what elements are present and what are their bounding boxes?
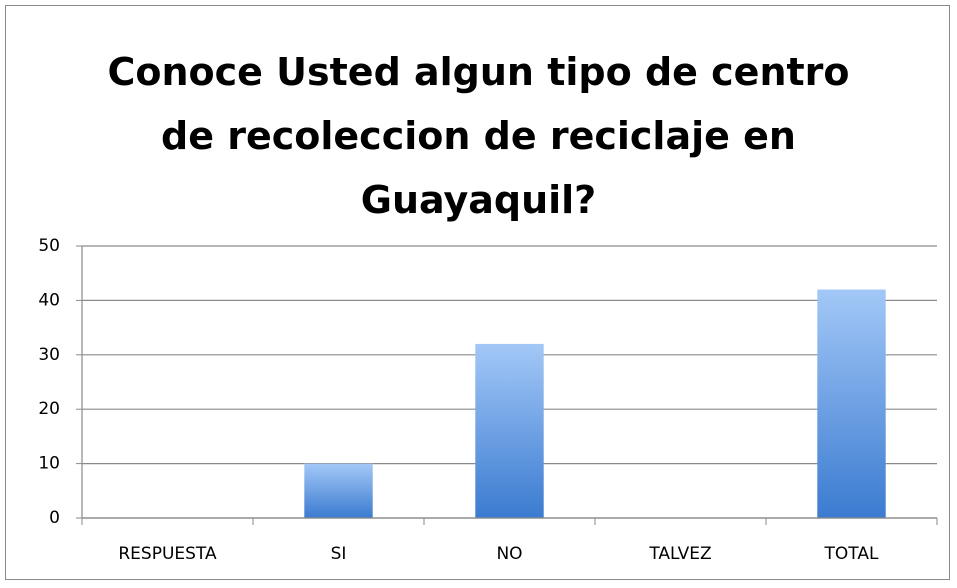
y-tick-label: 0 [49, 508, 60, 528]
y-tick-label: 10 [38, 454, 60, 474]
x-tick-label: NO [496, 544, 522, 564]
y-tick-label: 30 [38, 345, 60, 365]
y-tick-label: 50 [38, 236, 60, 256]
x-tick-label: TOTAL [824, 544, 879, 564]
x-tick-label: TALVEZ [648, 544, 711, 564]
bar [304, 463, 373, 518]
y-tick-label: 40 [38, 290, 60, 310]
bar [817, 289, 886, 518]
chart-title: Conoce Usted algun tipo de centro de rec… [107, 50, 850, 222]
x-tick-label: SI [331, 544, 347, 564]
bar [475, 343, 544, 518]
x-tick-label: RESPUESTA [118, 544, 217, 564]
y-tick-label: 20 [38, 399, 60, 419]
